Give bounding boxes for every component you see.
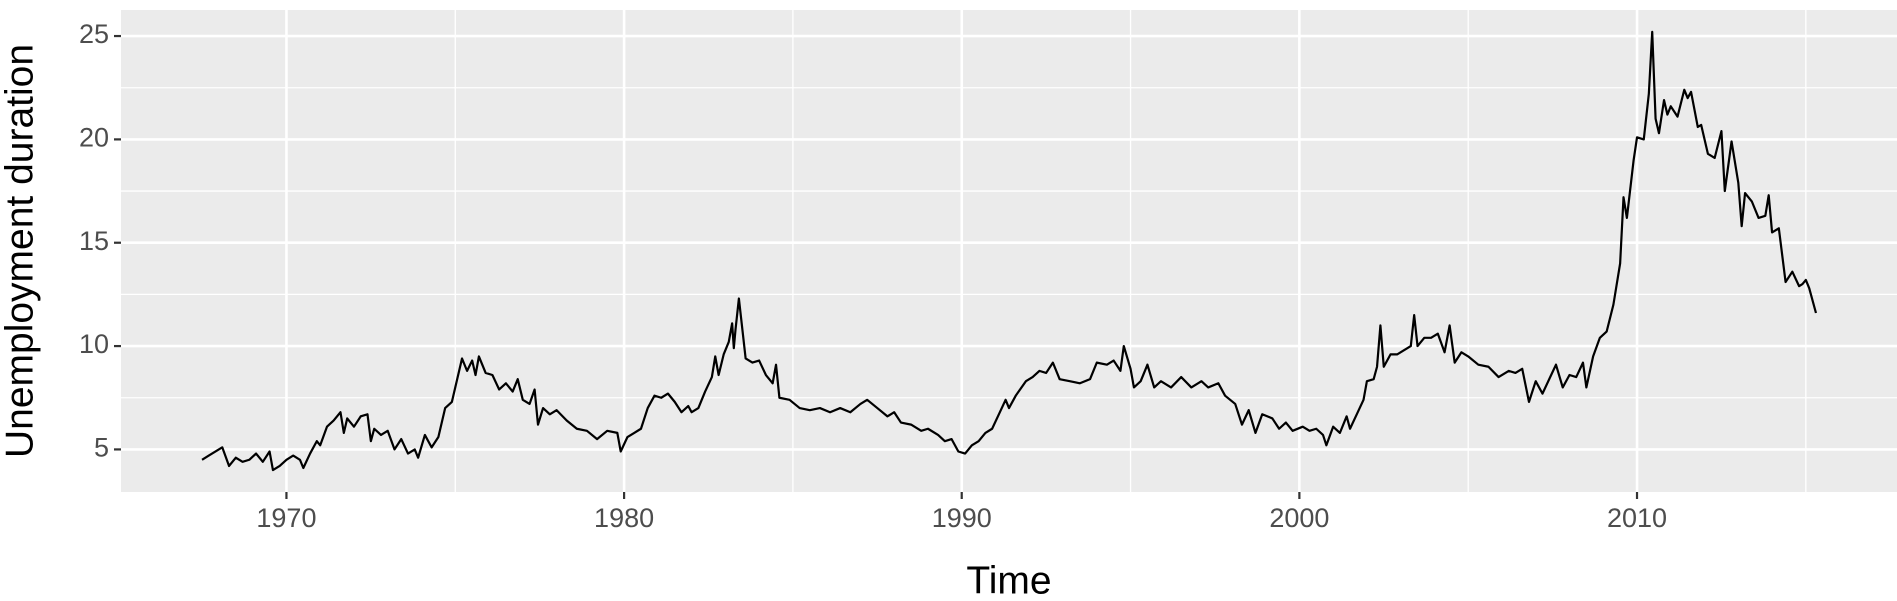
x-tick-label: 2010 — [1607, 503, 1667, 533]
x-tick-label: 1980 — [594, 503, 654, 533]
x-tick-label: 1970 — [256, 503, 316, 533]
y-axis-title: Unemployment duration — [0, 44, 41, 458]
y-tick-label: 20 — [79, 123, 109, 153]
y-tick-label: 25 — [79, 19, 109, 49]
x-tick-label: 1990 — [932, 503, 992, 533]
data-line — [201, 30, 1818, 472]
y-tick-label: 15 — [79, 226, 109, 256]
panel-background — [121, 10, 1897, 492]
x-axis-title: Time — [966, 559, 1051, 601]
x-tick-label: 2000 — [1269, 503, 1329, 533]
y-tick-label: 5 — [94, 433, 109, 463]
y-tick-label: 10 — [79, 329, 109, 359]
